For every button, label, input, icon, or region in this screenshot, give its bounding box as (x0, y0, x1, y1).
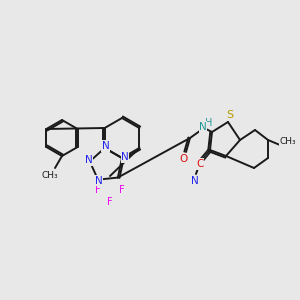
Text: CH₃: CH₃ (280, 137, 296, 146)
Text: H: H (205, 118, 213, 128)
Text: C: C (196, 159, 204, 169)
Text: N: N (191, 176, 199, 186)
Text: N: N (102, 141, 110, 151)
Text: F: F (119, 185, 125, 195)
Text: O: O (179, 154, 187, 164)
Text: F: F (95, 185, 101, 195)
Text: S: S (226, 110, 234, 120)
Text: N: N (85, 155, 93, 165)
Text: F: F (107, 197, 113, 207)
Text: CH₃: CH₃ (42, 172, 58, 181)
Text: N: N (199, 122, 207, 132)
Text: N: N (95, 176, 103, 186)
Text: N: N (121, 152, 129, 162)
